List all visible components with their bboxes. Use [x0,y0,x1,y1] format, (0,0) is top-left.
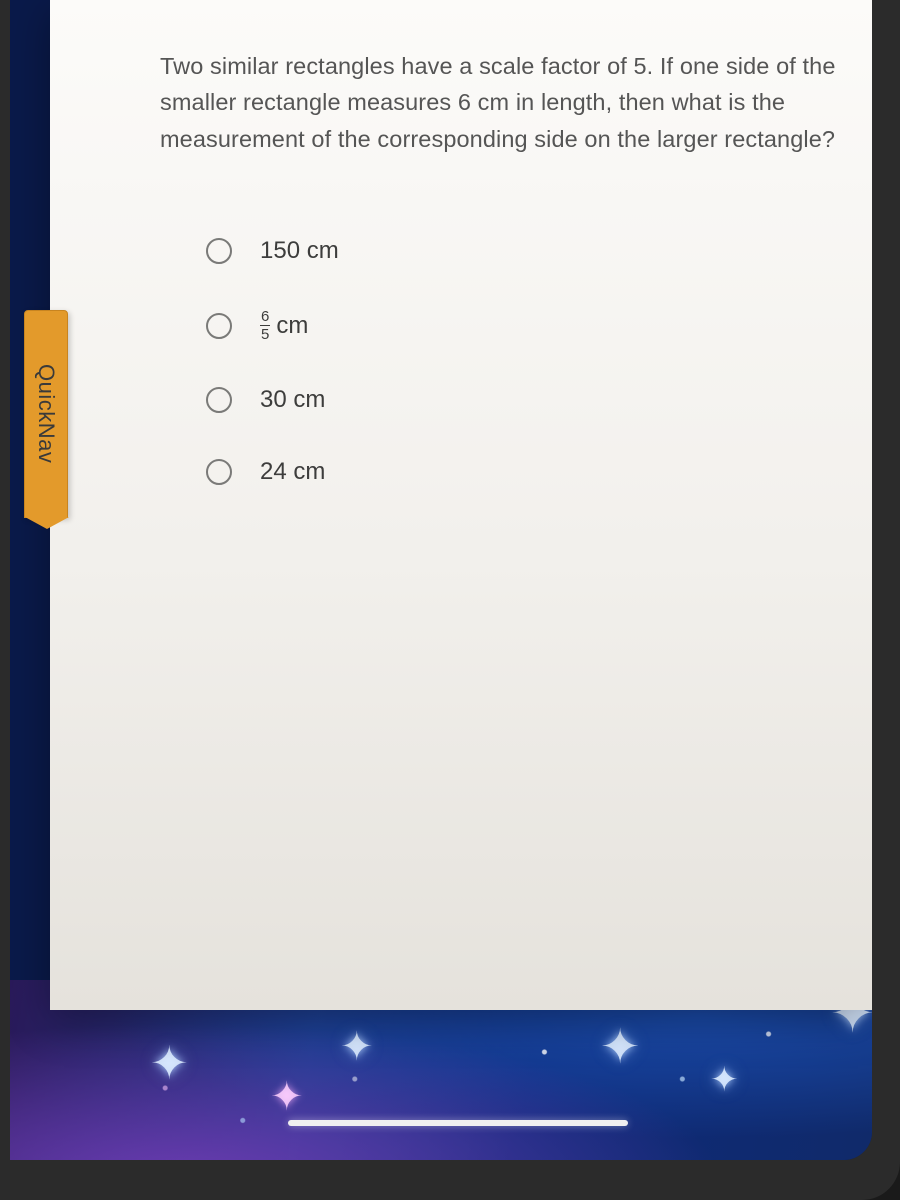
question-card: Two similar rectangles have a scale fact… [50,0,872,1010]
option-3[interactable]: 30 cm [206,386,842,414]
fraction-numerator: 6 [260,309,270,326]
radio-icon[interactable] [206,238,232,264]
option-2[interactable]: 6 5 cm [206,309,842,342]
quicknav-label: QuickNav [33,364,59,463]
sparkle-icon: ✦ [150,1036,189,1090]
screen: ✦ ✦ ✦ ✦ ✦ ✦ Two similar rectangles have … [10,0,872,1160]
sparkle-icon: ✦ [710,1060,739,1100]
fraction: 6 5 [260,309,270,342]
question-text: Two similar rectangles have a scale fact… [160,48,842,157]
option-label: 24 cm [260,458,325,486]
option-label: 30 cm [260,386,325,414]
sparkle-icon: ✦ [340,1024,374,1070]
answer-options: 150 cm 6 5 cm 30 cm [160,237,842,486]
option-1[interactable]: 150 cm [206,237,842,265]
tablet-bezel: ✦ ✦ ✦ ✦ ✦ ✦ Two similar rectangles have … [0,0,900,1200]
unit-label: cm [276,312,308,340]
option-label: 150 cm [260,237,339,265]
fraction-denominator: 5 [261,326,269,342]
sparkle-icon: ✦ [270,1074,304,1120]
radio-icon[interactable] [206,313,232,339]
quicknav-tab[interactable]: QuickNav [24,310,68,518]
option-label: 6 5 cm [260,309,308,342]
home-indicator[interactable] [288,1120,628,1126]
sparkle-icon: ✦ [600,1019,640,1075]
radio-icon[interactable] [206,387,232,413]
option-4[interactable]: 24 cm [206,458,842,486]
radio-icon[interactable] [206,459,232,485]
